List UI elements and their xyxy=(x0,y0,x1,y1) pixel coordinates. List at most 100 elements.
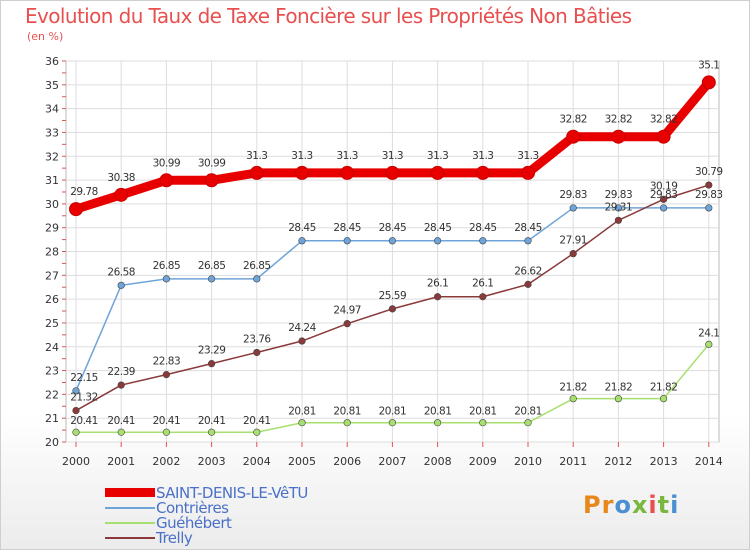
y-tick-label: 28 xyxy=(45,246,59,259)
x-tick-label: 2008 xyxy=(424,455,452,468)
y-tick-label: 32 xyxy=(45,150,59,163)
legend-label: SAINT-DENIS-LE-VêTU xyxy=(156,484,308,502)
data-point xyxy=(69,202,83,217)
x-tick-label: 2003 xyxy=(198,455,226,468)
data-label: 21.82 xyxy=(650,382,678,394)
data-label: 21.82 xyxy=(605,382,633,394)
data-point xyxy=(479,419,487,427)
brand-letter: x xyxy=(631,491,649,519)
data-label: 30.99 xyxy=(198,157,226,169)
data-label: 28.45 xyxy=(469,222,497,234)
x-tick-label: 2013 xyxy=(650,455,678,468)
data-label: 24.1 xyxy=(698,327,719,339)
data-label: 27.91 xyxy=(559,235,587,247)
data-label: 28.45 xyxy=(379,222,407,234)
data-label: 20.41 xyxy=(243,415,271,427)
data-label: 29.31 xyxy=(605,201,633,213)
legend-swatch xyxy=(105,507,155,509)
data-label: 26.1 xyxy=(427,278,448,290)
data-label: 20.81 xyxy=(514,406,542,418)
data-point xyxy=(72,387,80,395)
data-point xyxy=(569,250,577,258)
data-point xyxy=(475,165,490,180)
x-tick-label: 2012 xyxy=(604,455,632,468)
data-label: 20.81 xyxy=(469,406,497,418)
y-tick-label: 23 xyxy=(45,365,59,378)
y-tick-label: 25 xyxy=(45,317,59,330)
x-tick-label: 2002 xyxy=(152,455,180,468)
data-label: 21.32 xyxy=(70,392,98,404)
data-point xyxy=(249,165,264,180)
data-point xyxy=(614,204,623,212)
data-label: 29.83 xyxy=(650,189,678,201)
data-label: 31.3 xyxy=(427,150,448,162)
x-tick-label: 2014 xyxy=(695,455,723,468)
y-tick-label: 35 xyxy=(45,79,59,92)
x-tick-label: 2010 xyxy=(514,455,542,468)
chart-title: Evolution du Taux de Taxe Foncière sur l… xyxy=(25,4,632,28)
data-point xyxy=(72,406,80,415)
data-point xyxy=(162,371,170,379)
brand-letter: P xyxy=(583,491,602,519)
data-point xyxy=(524,419,532,427)
legend-swatch xyxy=(105,488,155,497)
legend-swatch xyxy=(105,522,155,524)
data-point xyxy=(385,165,400,180)
x-tick-label: 2004 xyxy=(243,455,271,468)
data-point xyxy=(72,428,80,436)
data-label: 24.24 xyxy=(288,322,316,334)
y-tick-label: 22 xyxy=(45,388,59,401)
data-label: 29.83 xyxy=(605,189,633,201)
data-point xyxy=(614,395,623,403)
y-tick-label: 24 xyxy=(45,341,59,354)
data-point xyxy=(343,320,351,328)
x-tick-label: 2006 xyxy=(333,455,361,468)
data-label: 26.85 xyxy=(153,260,181,272)
data-point xyxy=(434,293,442,301)
y-tick-label: 31 xyxy=(45,174,59,187)
data-label: 20.41 xyxy=(153,415,181,427)
y-tick-label: 20 xyxy=(45,436,59,449)
y-tick-label: 26 xyxy=(45,293,59,306)
y-tick-label: 27 xyxy=(45,269,59,282)
data-label: 30.38 xyxy=(107,172,135,184)
data-label: 31.3 xyxy=(246,150,267,162)
data-point xyxy=(479,293,487,301)
data-label: 22.83 xyxy=(153,356,181,368)
data-point xyxy=(705,204,713,212)
legend-label: Guéhébert xyxy=(156,514,232,532)
y-tick-label: 29 xyxy=(45,222,59,235)
data-point xyxy=(611,129,626,144)
data-label: 20.41 xyxy=(70,415,98,427)
data-label: 28.45 xyxy=(514,222,542,234)
data-label: 31.3 xyxy=(472,150,493,162)
legend-label: Contrières xyxy=(156,499,229,517)
data-label: 23.29 xyxy=(198,345,226,357)
data-point xyxy=(208,428,216,436)
data-point xyxy=(659,395,668,403)
data-point xyxy=(388,305,397,313)
y-tick-label: 30 xyxy=(45,198,59,211)
data-label: 30.99 xyxy=(153,157,181,169)
data-label: 26.85 xyxy=(198,260,226,272)
data-point xyxy=(659,195,668,203)
x-tick-label: 2009 xyxy=(469,455,497,468)
data-point xyxy=(208,360,216,368)
x-tick-label: 2000 xyxy=(62,455,90,468)
data-label: 35.1 xyxy=(698,59,719,71)
brand-letter: i xyxy=(648,491,658,519)
x-tick-label: 2001 xyxy=(107,455,135,468)
data-point xyxy=(524,237,532,245)
data-label: 30.79 xyxy=(695,166,723,178)
data-label: 22.39 xyxy=(107,366,135,378)
data-point xyxy=(705,340,713,348)
data-point xyxy=(569,395,577,403)
data-label: 22.15 xyxy=(70,372,98,384)
data-label: 24.97 xyxy=(333,305,361,317)
brand-letter: r xyxy=(601,491,615,519)
data-point xyxy=(117,428,125,436)
data-label: 26.62 xyxy=(514,265,542,277)
data-point xyxy=(430,165,445,180)
data-point xyxy=(159,173,174,188)
